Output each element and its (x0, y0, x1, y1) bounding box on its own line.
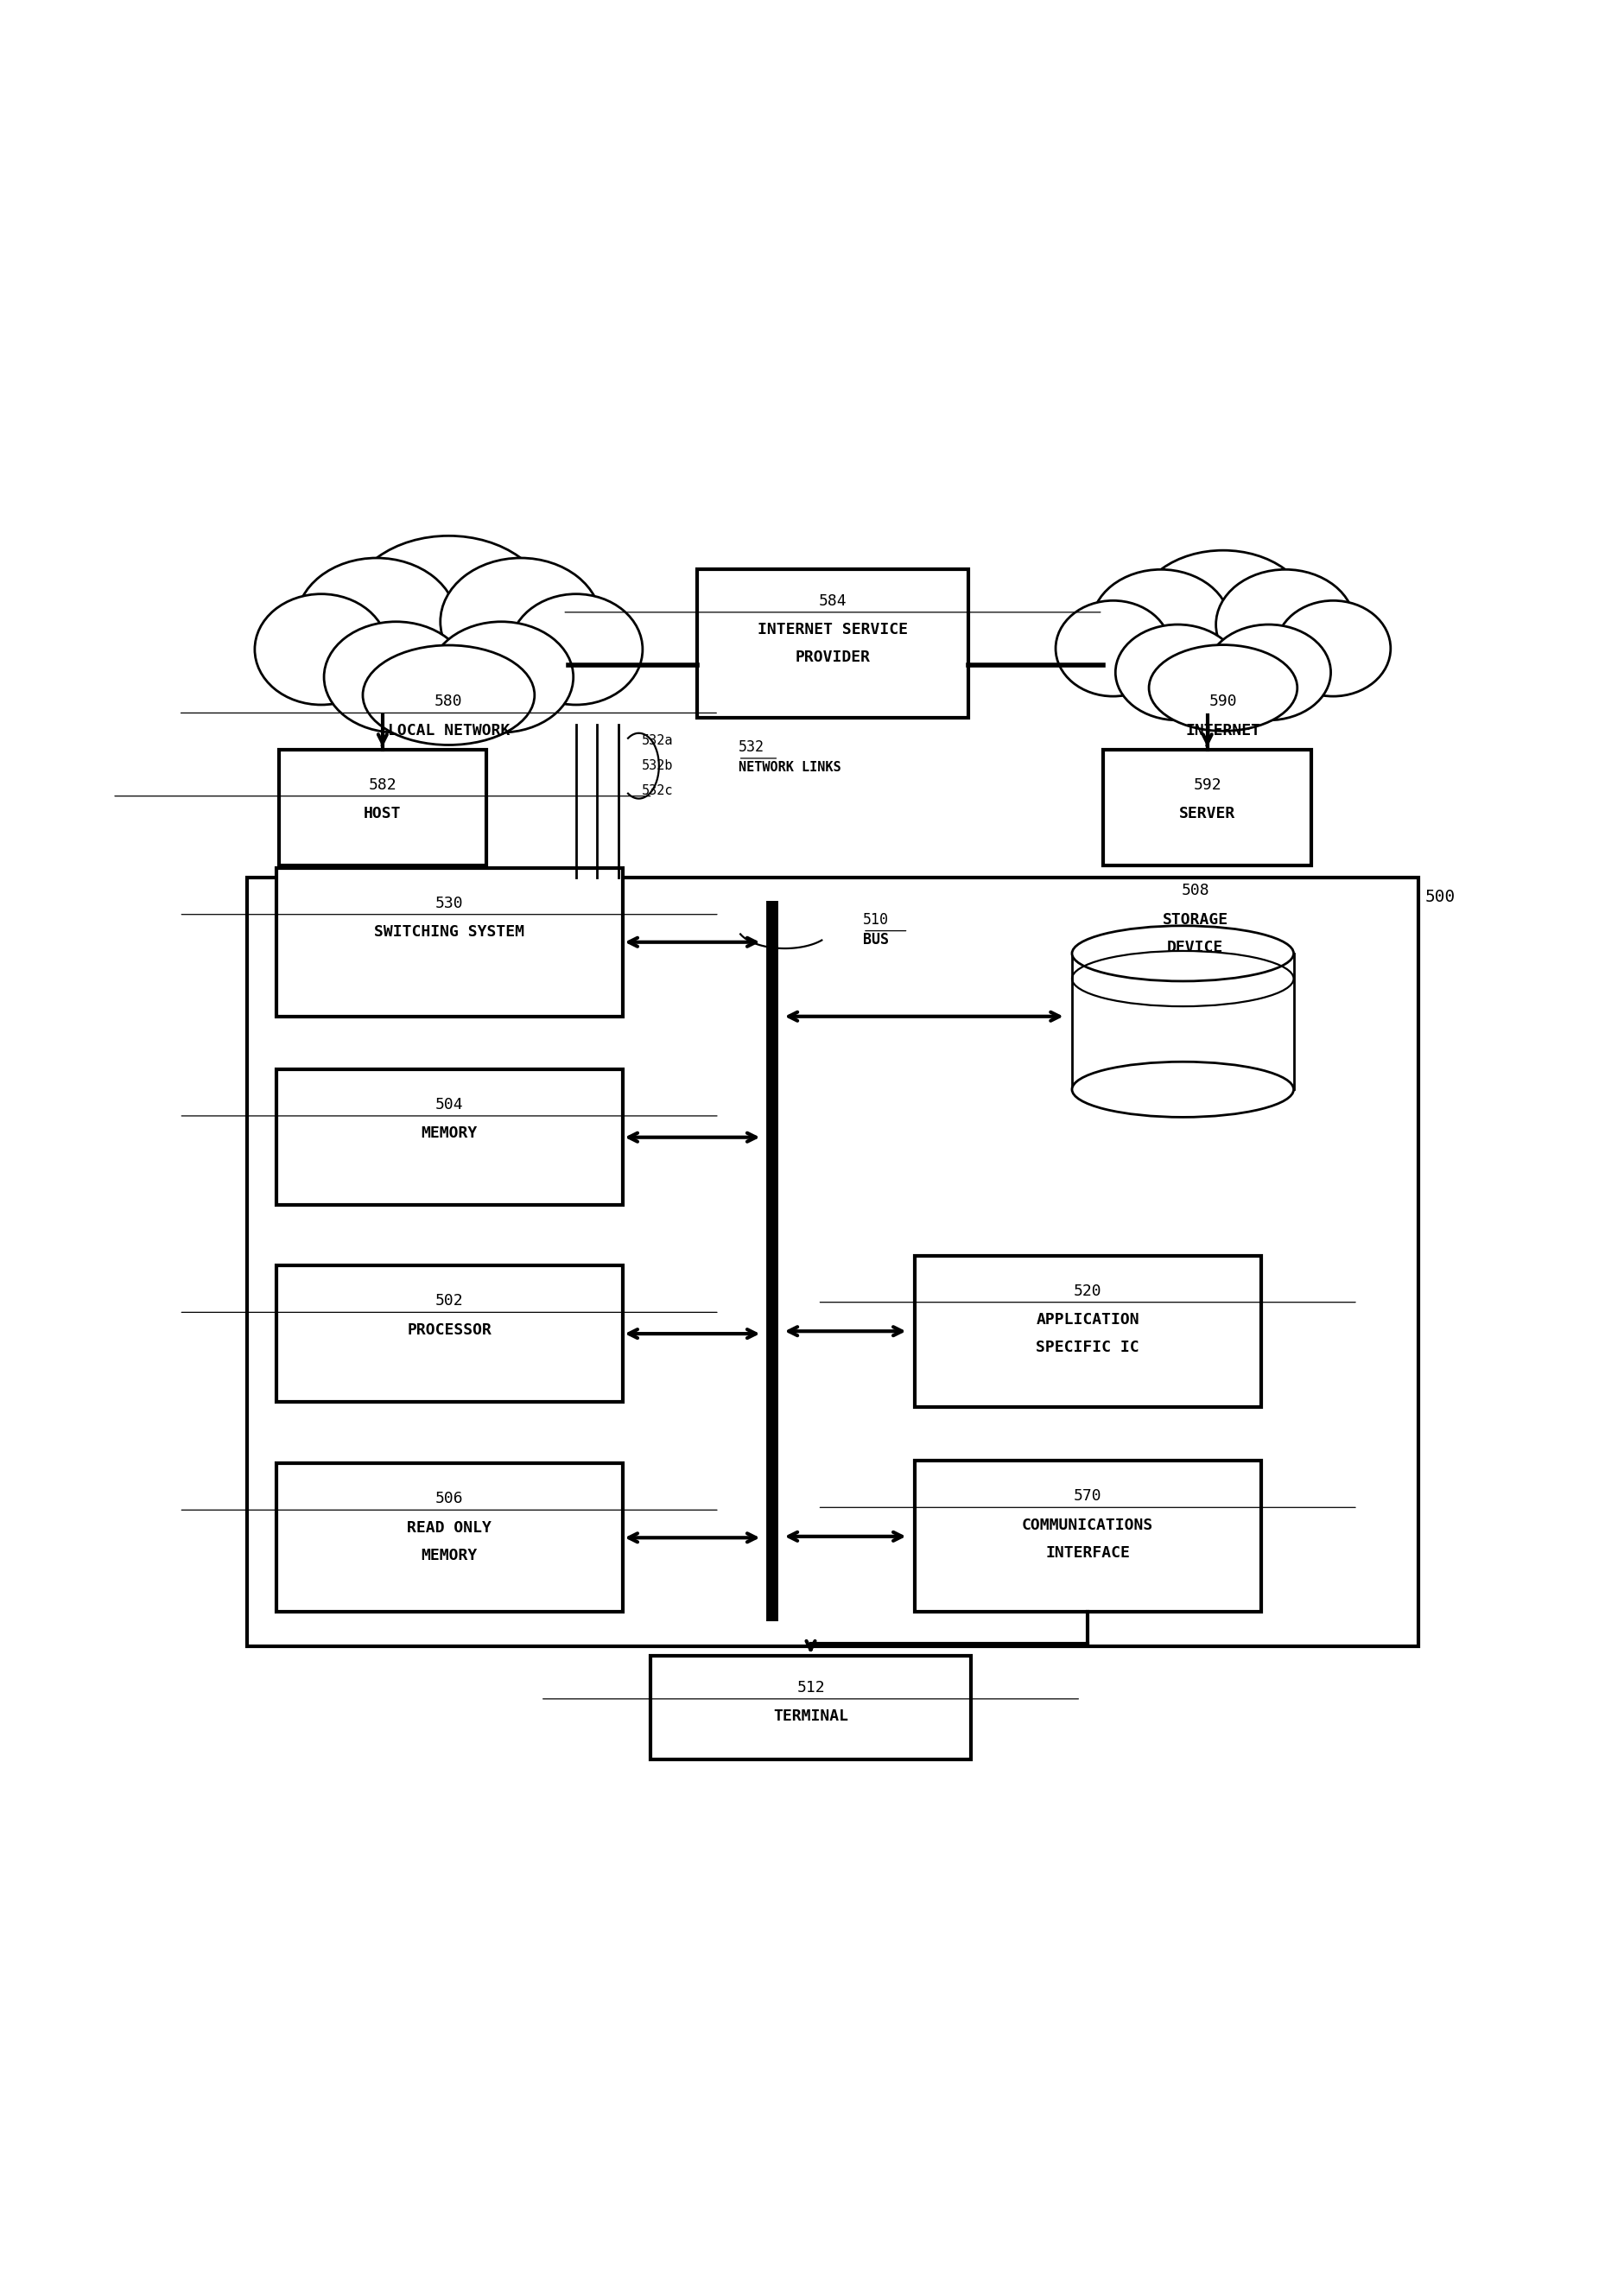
Text: 532: 532 (737, 739, 763, 755)
Text: PROVIDER: PROVIDER (794, 650, 870, 666)
Bar (650, 1657, 971, 1759)
Text: INTERNET: INTERNET (1186, 723, 1260, 739)
Bar (276, 867, 622, 1015)
Text: 512: 512 (796, 1680, 825, 1696)
Text: SWITCHING SYSTEM: SWITCHING SYSTEM (374, 924, 525, 940)
Text: COMMUNICATIONS: COMMUNICATIONS (1021, 1518, 1153, 1534)
Text: MEMORY: MEMORY (421, 1547, 477, 1563)
Text: 506: 506 (435, 1490, 463, 1506)
Text: 584: 584 (818, 593, 846, 609)
Ellipse shape (1137, 550, 1309, 675)
Ellipse shape (255, 593, 388, 705)
Text: LOCAL NETWORK: LOCAL NETWORK (388, 723, 510, 739)
Bar (276, 1070, 622, 1205)
Text: INTERNET SERVICE: INTERNET SERVICE (757, 623, 908, 637)
Text: MEMORY: MEMORY (421, 1125, 477, 1141)
Text: SPECIFIC IC: SPECIFIC IC (1036, 1340, 1138, 1356)
Text: 592: 592 (1192, 776, 1221, 792)
Text: 510: 510 (862, 913, 888, 926)
Ellipse shape (1275, 600, 1390, 696)
Bar (276, 1463, 622, 1611)
Bar (914, 1460, 1260, 1611)
Bar (914, 1255, 1260, 1406)
Ellipse shape (510, 593, 641, 705)
Text: DEVICE: DEVICE (1166, 940, 1223, 954)
Text: 502: 502 (435, 1294, 463, 1310)
Ellipse shape (440, 559, 601, 685)
Text: 532a: 532a (641, 735, 672, 746)
Text: TERMINAL: TERMINAL (773, 1709, 848, 1725)
Text: HOST: HOST (364, 806, 401, 822)
Ellipse shape (1091, 570, 1229, 680)
Text: 590: 590 (1208, 694, 1236, 710)
Ellipse shape (1205, 625, 1330, 721)
Text: INTERFACE: INTERFACE (1044, 1545, 1129, 1561)
Text: 504: 504 (435, 1098, 463, 1111)
Ellipse shape (429, 621, 573, 733)
Ellipse shape (1072, 1061, 1293, 1118)
Ellipse shape (323, 621, 468, 733)
Ellipse shape (349, 536, 549, 680)
Ellipse shape (1072, 926, 1293, 981)
Text: 532c: 532c (641, 785, 672, 796)
Ellipse shape (1215, 570, 1354, 680)
Ellipse shape (362, 646, 534, 744)
Bar (279, 748, 486, 865)
Text: NETWORK LINKS: NETWORK LINKS (737, 760, 840, 774)
Text: 570: 570 (1073, 1488, 1101, 1504)
Ellipse shape (296, 559, 456, 685)
Text: APPLICATION: APPLICATION (1036, 1312, 1138, 1328)
Ellipse shape (1148, 646, 1296, 730)
Ellipse shape (1114, 625, 1239, 721)
Bar (247, 879, 1418, 1645)
Text: 530: 530 (435, 895, 463, 911)
Text: READ ONLY: READ ONLY (406, 1520, 492, 1536)
Bar (1103, 748, 1311, 865)
Text: BUS: BUS (862, 931, 888, 947)
Bar (276, 1267, 622, 1401)
Text: 580: 580 (434, 694, 463, 710)
Text: SERVER: SERVER (1179, 806, 1234, 822)
Text: 508: 508 (1181, 883, 1208, 899)
Text: STORAGE: STORAGE (1161, 913, 1228, 926)
Text: 532b: 532b (641, 760, 672, 771)
Bar (697, 570, 968, 719)
Text: PROCESSOR: PROCESSOR (406, 1321, 492, 1337)
Text: 582: 582 (369, 776, 396, 792)
Ellipse shape (1056, 600, 1169, 696)
Bar (1072, 954, 1293, 1089)
Text: 520: 520 (1073, 1282, 1101, 1298)
Text: 500: 500 (1424, 888, 1453, 906)
